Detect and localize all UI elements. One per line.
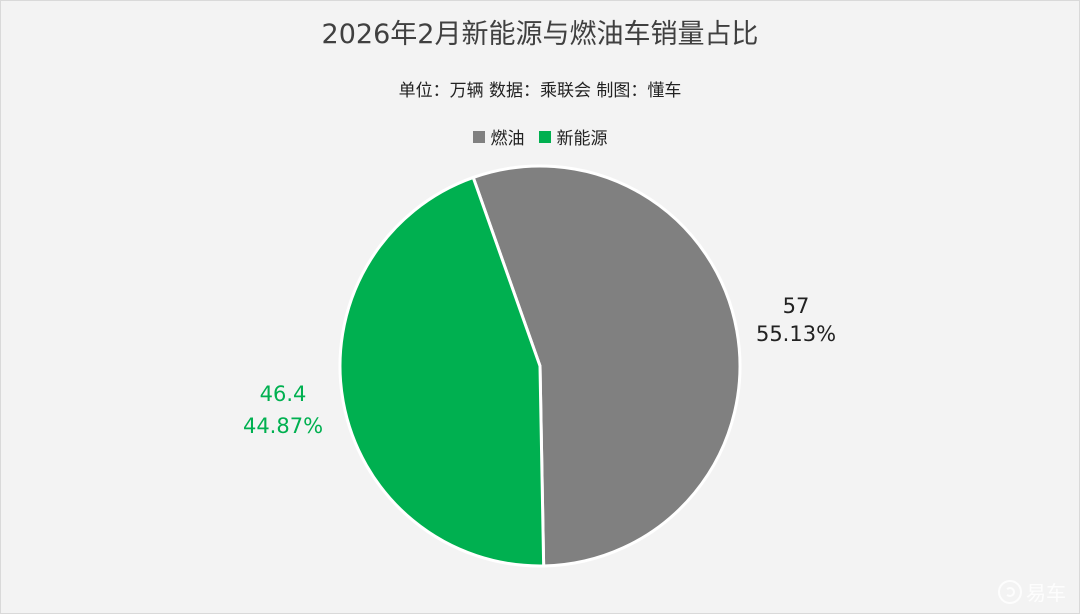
data-label-nev-value: 46.4 [260,382,307,406]
pie-slice-fuel [471,164,742,568]
data-label-fuel-value: 57 [783,294,810,318]
legend-item-fuel: 燃油 [472,124,525,149]
legend-item-nev: 新能源 [538,124,608,149]
data-label-fuel-percent: 55.13% [756,322,836,346]
watermark-text: 易车 [1026,581,1066,605]
chart-title: 2026年2月新能源与燃油车销量占比 [321,19,759,50]
legend-swatch-nev [538,130,551,143]
legend-swatch-fuel [472,130,485,143]
data-label-nev-percent: 44.87% [243,414,323,438]
chart-subtitle: 单位：万辆 数据：乘联会 制图：懂车 [398,81,682,101]
legend-label-fuel: 燃油 [490,129,525,149]
legend-label-nev: 新能源 [556,129,608,149]
watermark: 易车 [998,577,1066,606]
chart-legend: 燃油 新能源 [0,124,1080,149]
yiche-logo-icon [998,579,1022,604]
pie-slice-nev [338,175,546,568]
